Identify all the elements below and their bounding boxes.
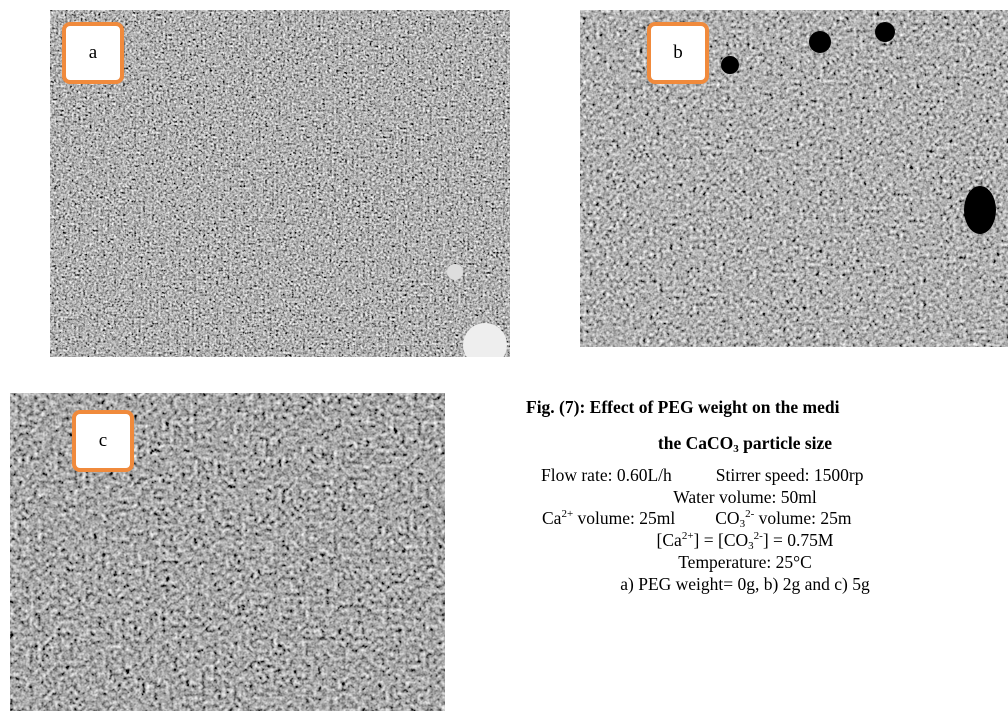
particle	[463, 323, 507, 357]
caption-title: Fig. (7): Effect of PEG weight on the me…	[526, 397, 840, 417]
superscript: 2-	[745, 508, 755, 520]
peg-weight: a) PEG weight= 0g, b) 2g and c) 5g	[620, 574, 870, 594]
subscript: 3	[739, 518, 746, 530]
figure-label: b	[647, 22, 709, 84]
temperature: Temperature: 25°C	[678, 552, 812, 572]
dark-spot	[875, 22, 895, 42]
dark-spot	[964, 186, 996, 234]
particle	[447, 264, 463, 280]
sem-image-b	[580, 10, 1008, 347]
dark-spot	[721, 56, 739, 74]
text: volume: 25m	[754, 508, 852, 528]
caption-line: Flow rate: 0.60L/h Stirrer speed: 1500rp	[541, 465, 1008, 486]
sem-texture	[50, 10, 510, 357]
stirrer-speed: Stirrer speed: 1500rp	[715, 465, 864, 485]
flow-rate: Flow rate: 0.60L/h	[541, 465, 672, 485]
sem-texture	[580, 10, 1008, 347]
figure-label: c	[72, 410, 134, 472]
concentration: [Ca2+] = [CO32-] = 0.75M	[480, 530, 1008, 552]
text: CO	[715, 508, 740, 528]
figure-label: a	[62, 22, 124, 84]
text: volume: 25ml	[573, 508, 676, 528]
superscript: 2+	[561, 508, 574, 520]
superscript: 2+	[681, 530, 694, 542]
subscript: 3	[748, 540, 754, 552]
text: particle size	[738, 433, 833, 453]
text: [Ca	[656, 530, 682, 550]
text: the CaCO	[657, 433, 734, 453]
text: ] = 0.75M	[762, 530, 834, 550]
water-volume: Water volume: 50ml	[673, 487, 817, 507]
subscript: 3	[733, 443, 739, 455]
superscript: 2-	[753, 530, 763, 542]
dark-spot	[809, 31, 831, 53]
caption-title: the CaCO3 particle size	[480, 433, 1008, 455]
caption-line: Ca2+ volume: 25ml CO32- volume: 25m	[542, 508, 1008, 530]
text: ] = [CO	[693, 530, 749, 550]
sem-image-a	[50, 10, 510, 357]
text: Ca	[542, 508, 562, 528]
